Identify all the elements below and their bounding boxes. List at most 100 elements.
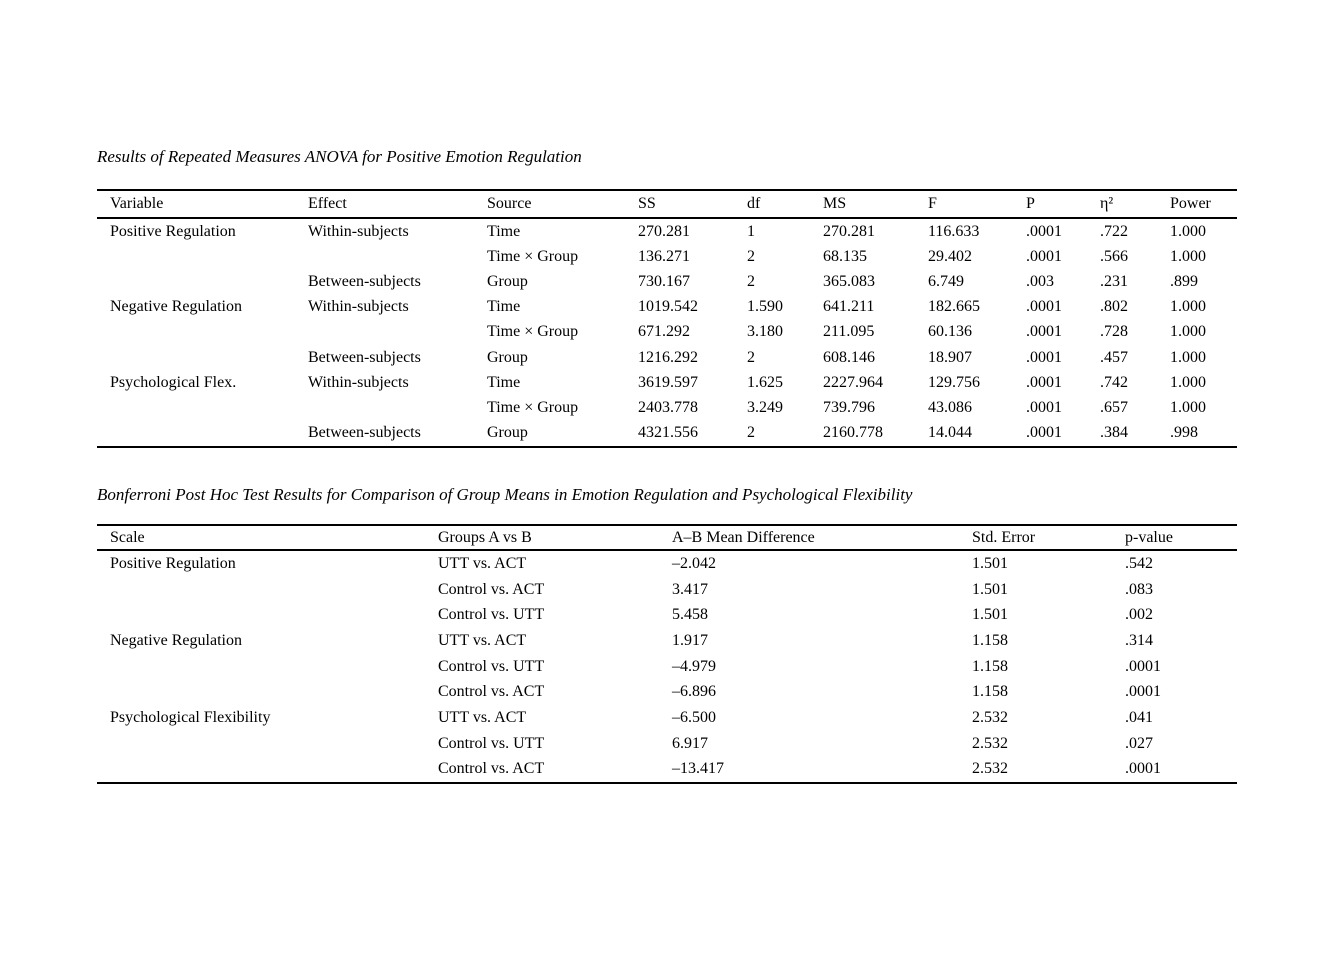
table-row: Between-subjects Group 1216.292 2 608.146 18.… [97,345,1237,370]
column-header-scale: Scale [97,525,438,551]
table-cell: 5.458 [672,606,708,624]
table-cell: .657 [1100,398,1128,416]
table-cell: 671.292 [638,323,690,341]
table-cell [97,602,438,628]
table-cell: Group [487,348,528,366]
table-cell: Between-subjects [308,272,421,290]
table-cell: 1.000 [1170,348,1206,366]
table-cell: 3.417 [672,580,708,598]
table-cell: 1.000 [1170,398,1206,416]
table-cell [308,395,487,420]
table-cell: –13.417 [672,760,724,778]
table-row: Between-subjects Group 4321.556 2 2160.778 14… [97,421,1237,447]
column-header-df: df [747,190,823,219]
column-header-source: Source [487,190,638,219]
table-cell: 2 [747,272,755,290]
table-cell: 1.000 [1170,323,1206,341]
table-cell: Control vs. ACT [438,683,545,701]
column-header-eta-squared: η² [1100,190,1170,219]
column-header-p-value: p-value [1125,525,1237,551]
table-cell: .002 [1125,606,1153,624]
table-cell: Psychological Flexibility [110,708,271,726]
table-cell: Control vs. ACT [438,580,545,598]
table-row: Time × Group 671.292 3.180 211.095 60.136 .00… [97,320,1237,345]
table-cell: .728 [1100,323,1128,341]
table-cell [97,320,308,345]
table-cell: .231 [1100,272,1128,290]
table-cell: 3619.597 [638,373,698,391]
table-cell: Negative Regulation [110,298,242,316]
table-cell: 1.000 [1170,222,1206,240]
table-cell: 1.625 [747,373,783,391]
table-cell: 641.211 [823,298,875,316]
table-row: Negative Regulation Within-subjects Time 10… [97,295,1237,320]
table-cell: .566 [1100,247,1128,265]
table-cell: 2160.778 [823,424,883,442]
table-row: Negative Regulation UTT vs. ACT 1.917 1.158… [97,628,1237,654]
table-cell: Time [487,222,521,240]
table-cell: 2227.964 [823,373,883,391]
table-cell: 116.633 [928,222,980,240]
table-cell: Control vs. UTT [438,606,545,624]
table-cell: .899 [1170,272,1198,290]
table-cell: 1.000 [1170,247,1206,265]
table-cell: .027 [1125,734,1153,752]
table-row: Time × Group 2403.778 3.249 739.796 43.086 .0… [97,395,1237,420]
table-cell: 1216.292 [638,348,698,366]
table-cell [308,320,487,345]
column-header-ms: MS [823,190,928,219]
table-cell: 270.281 [823,222,875,240]
table-cell: 2 [747,348,755,366]
header-row: Scale Groups A vs B A–B Mean Difference … [97,525,1237,551]
column-header-std-error: Std. Error [972,525,1125,551]
table-cell: 1.501 [972,554,1008,572]
table-cell [97,654,438,680]
column-header-variable: Variable [97,190,308,219]
table-cell: .742 [1100,373,1128,391]
table-cell: .0001 [1026,424,1062,442]
table-cell: .0001 [1125,760,1161,778]
table-cell [308,244,487,269]
table-cell: 1.501 [972,606,1008,624]
table-cell [97,269,308,294]
table-cell [97,679,438,705]
table-cell: 1019.542 [638,298,698,316]
table-cell: 2403.778 [638,398,698,416]
table-cell: 608.146 [823,348,875,366]
table-cell: 730.167 [638,272,690,290]
table-cell: .0001 [1026,247,1062,265]
table-cell: .041 [1125,708,1153,726]
table-cell: Time [487,298,521,316]
table-cell: Group [487,424,528,442]
posthoc-table-body: Positive Regulation UTT vs. ACT –2.042 1.50… [97,550,1237,783]
column-header-p: P [1026,190,1100,219]
table-cell: Between-subjects [308,424,421,442]
anova-table: Variable Effect Source SS df MS F P η² P… [97,189,1237,448]
table-cell: Time [487,373,521,391]
table-cell: .457 [1100,348,1128,366]
table-cell: 2.532 [972,708,1008,726]
table-cell: 60.136 [928,323,972,341]
table-cell: 1.501 [972,580,1008,598]
table-cell: Control vs. ACT [438,760,545,778]
table-cell: 18.907 [928,348,972,366]
anova-table-title: Results of Repeated Measures ANOVA for P… [97,147,582,166]
table-row: Control vs. UTT –4.979 1.158 .0001 [97,654,1237,680]
table-cell: .003 [1026,272,1054,290]
table-cell: 365.083 [823,272,875,290]
table-cell: 3.249 [747,398,783,416]
table-cell: .0001 [1026,373,1062,391]
table-cell: .998 [1170,424,1198,442]
table-cell: Within-subjects [308,222,409,240]
table-cell: Positive Regulation [110,222,236,240]
table-cell: Time × Group [487,247,579,265]
table-cell: 1.917 [672,631,708,649]
table-cell: 2.532 [972,734,1008,752]
table-cell: 43.086 [928,398,972,416]
table-row: Control vs. ACT –6.896 1.158 .0001 [97,679,1237,705]
column-header-effect: Effect [308,190,487,219]
table-cell [97,731,438,757]
table-cell: 1.000 [1170,298,1206,316]
table-cell: 182.665 [928,298,980,316]
